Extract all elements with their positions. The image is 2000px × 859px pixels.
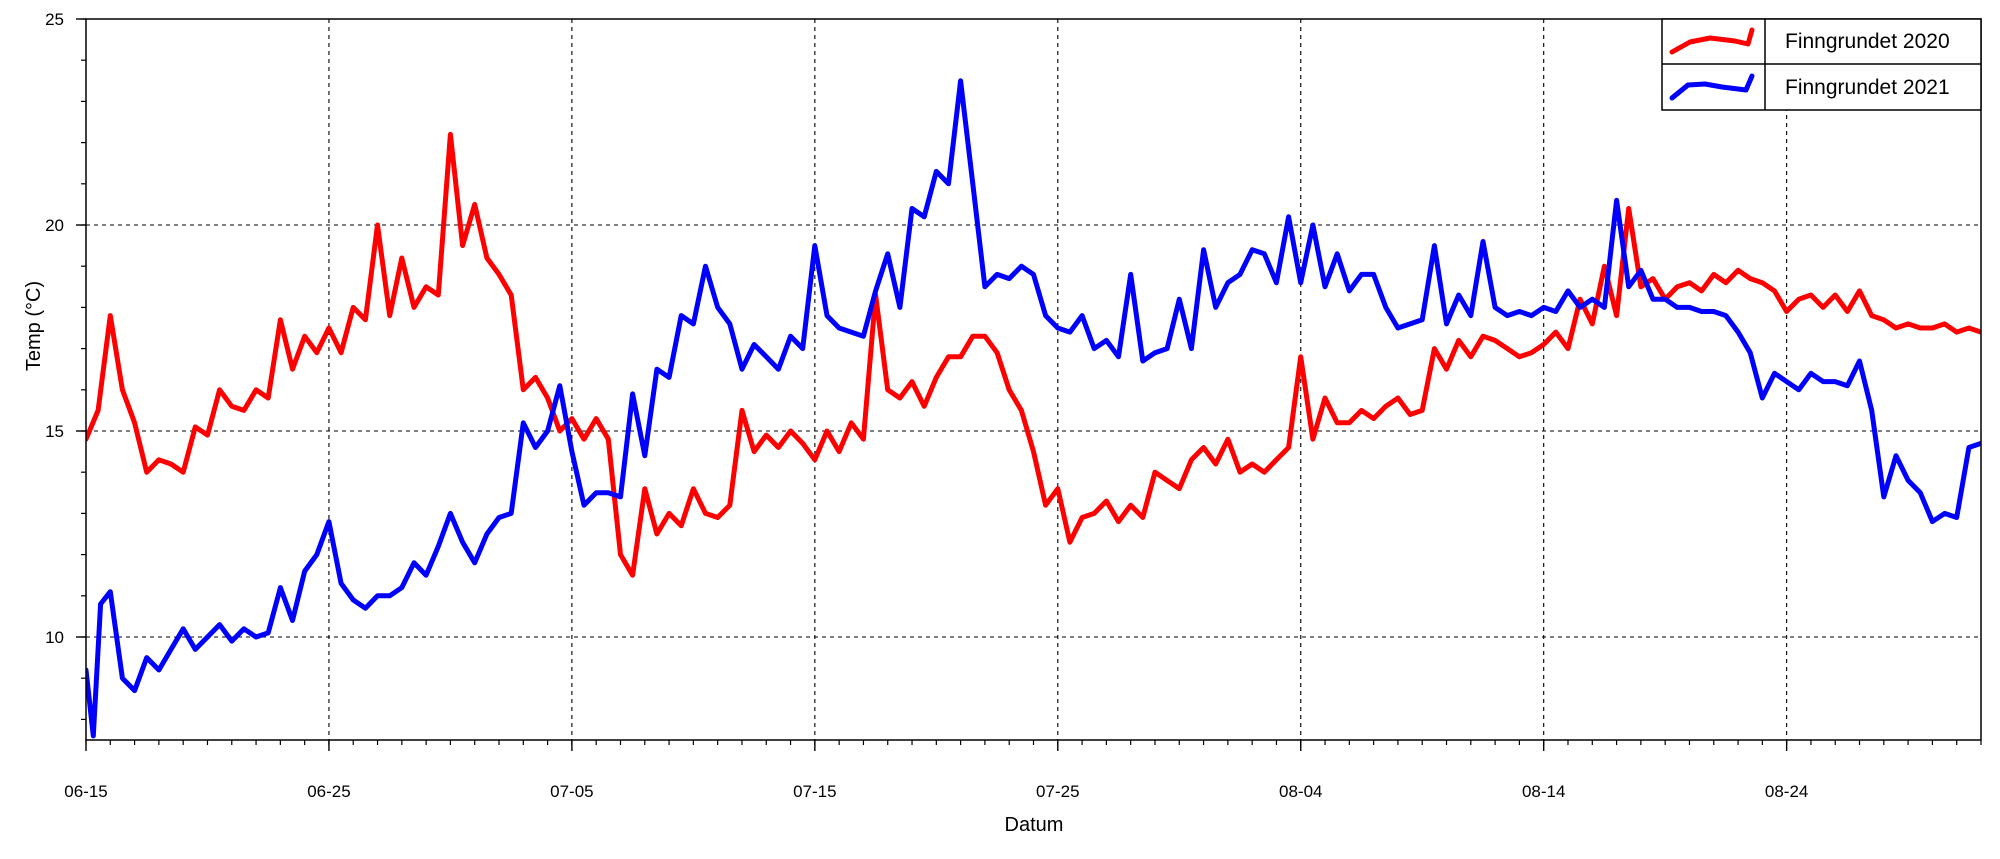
axis-ticks: 10 15 20 25 06-15 06-25 07-05 07-15 07-25 08-04 08… [45,10,1982,801]
x-tick-label: 07-15 [793,782,836,801]
legend-label-2021: Finngrundet 2021 [1785,76,1950,99]
x-tick-label: 07-25 [1036,782,1079,801]
y-tick-label: 10 [45,628,64,647]
x-axis-title: Datum [1005,814,1064,836]
y-axis-title: Temp (°C) [23,281,45,371]
series-line-2021 [86,78,1981,739]
x-tick-label: 07-05 [550,782,593,801]
legend-label-2020: Finngrundet 2020 [1785,30,1950,53]
y-tick-label: 25 [45,10,64,29]
legend-swatch-2020 [1669,27,1755,55]
y-tick-label: 20 [45,216,64,235]
x-tick-label: 06-25 [307,782,350,801]
x-tick-label: 08-14 [1522,782,1565,801]
series-lines [86,78,1981,739]
y-tick-label: 15 [45,422,64,441]
x-tick-label: 06-15 [64,782,107,801]
legend-swatch-2021 [1669,73,1755,101]
x-tick-label: 08-24 [1765,782,1808,801]
grid-lines [86,19,1981,740]
x-tick-label: 08-04 [1279,782,1322,801]
legend: Finngrundet 2020 Finngrundet 2021 [1661,18,1982,111]
